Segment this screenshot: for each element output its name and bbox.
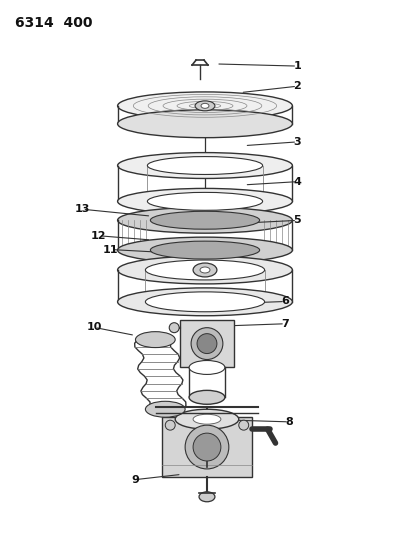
- Ellipse shape: [118, 110, 293, 138]
- Ellipse shape: [118, 152, 293, 179]
- Ellipse shape: [118, 207, 293, 233]
- Text: 11: 11: [103, 245, 119, 255]
- Ellipse shape: [118, 288, 293, 316]
- Ellipse shape: [200, 267, 210, 273]
- Ellipse shape: [151, 241, 259, 259]
- Text: 9: 9: [131, 475, 139, 484]
- Ellipse shape: [145, 260, 264, 280]
- Text: 13: 13: [75, 204, 90, 214]
- Ellipse shape: [185, 425, 229, 469]
- Ellipse shape: [199, 492, 215, 502]
- Ellipse shape: [147, 192, 263, 211]
- Text: 3: 3: [293, 137, 301, 147]
- Text: 6314  400: 6314 400: [15, 17, 93, 30]
- Ellipse shape: [151, 211, 259, 229]
- Text: 2: 2: [293, 81, 301, 91]
- Ellipse shape: [193, 263, 217, 277]
- Bar: [180, 320, 234, 367]
- Ellipse shape: [118, 188, 293, 214]
- Text: 8: 8: [285, 417, 293, 427]
- Ellipse shape: [145, 292, 264, 312]
- Ellipse shape: [195, 101, 215, 111]
- Ellipse shape: [197, 334, 217, 353]
- Text: 6: 6: [281, 296, 289, 306]
- Ellipse shape: [193, 414, 221, 424]
- Ellipse shape: [193, 433, 221, 461]
- Ellipse shape: [191, 328, 223, 360]
- Text: 4: 4: [293, 176, 301, 187]
- Text: 1: 1: [293, 61, 301, 71]
- Ellipse shape: [189, 360, 225, 375]
- Ellipse shape: [145, 401, 185, 417]
- Ellipse shape: [118, 256, 293, 284]
- Ellipse shape: [239, 420, 249, 430]
- Text: 10: 10: [87, 322, 102, 333]
- Text: 7: 7: [281, 319, 289, 329]
- Ellipse shape: [118, 92, 293, 120]
- Ellipse shape: [165, 420, 175, 430]
- Text: 12: 12: [91, 231, 106, 241]
- Ellipse shape: [118, 237, 293, 263]
- Ellipse shape: [175, 409, 239, 429]
- Ellipse shape: [169, 322, 179, 333]
- Ellipse shape: [135, 332, 175, 348]
- Ellipse shape: [201, 103, 209, 108]
- Text: 5: 5: [293, 215, 301, 225]
- Bar: [162, 417, 252, 477]
- Ellipse shape: [147, 157, 263, 174]
- Ellipse shape: [189, 390, 225, 404]
